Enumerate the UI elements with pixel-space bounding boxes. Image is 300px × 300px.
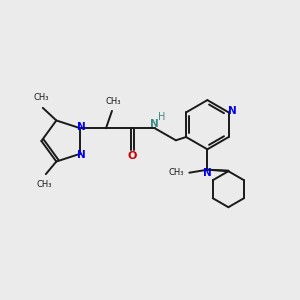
Text: N: N [77,122,85,132]
Text: N: N [203,168,212,178]
Text: H: H [158,112,165,122]
Text: N: N [77,150,86,160]
Text: CH₃: CH₃ [169,168,184,177]
Text: CH₃: CH₃ [34,94,49,103]
Text: N: N [228,106,237,116]
Text: CH₃: CH₃ [106,97,121,106]
Text: CH₃: CH₃ [37,179,52,188]
Text: N: N [151,119,159,129]
Text: O: O [127,151,136,161]
